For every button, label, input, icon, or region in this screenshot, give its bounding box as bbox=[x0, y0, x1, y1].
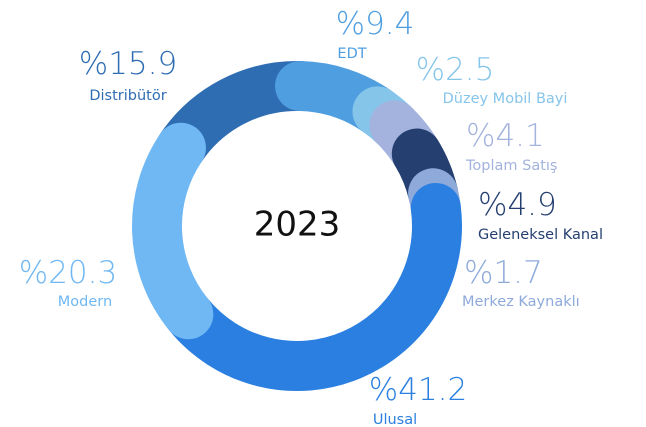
center-label: 2023 bbox=[254, 205, 341, 245]
category-label: Düzey Mobil Bayi bbox=[443, 91, 568, 107]
category-label: Toplam Satış bbox=[465, 158, 557, 174]
category-label: Distribütör bbox=[89, 88, 166, 104]
donut-segment bbox=[132, 122, 214, 340]
value-label: %15.9 bbox=[79, 46, 177, 82]
value-label: %41.2 bbox=[369, 372, 467, 408]
value-label: %9.4 bbox=[336, 6, 415, 42]
value-label: %4.1 bbox=[466, 118, 545, 154]
donut-segment bbox=[163, 182, 462, 391]
category-label: Merkez Kaynaklı bbox=[462, 294, 580, 310]
value-label: %1.7 bbox=[464, 255, 543, 291]
value-label: %4.9 bbox=[478, 187, 557, 223]
category-label: Modern bbox=[58, 294, 112, 310]
value-label: %20.3 bbox=[19, 255, 117, 291]
category-label: EDT bbox=[337, 46, 366, 62]
value-label: %2.5 bbox=[416, 52, 495, 88]
category-label: Geleneksel Kanal bbox=[478, 227, 603, 243]
category-label: Ulusal bbox=[373, 412, 417, 427]
